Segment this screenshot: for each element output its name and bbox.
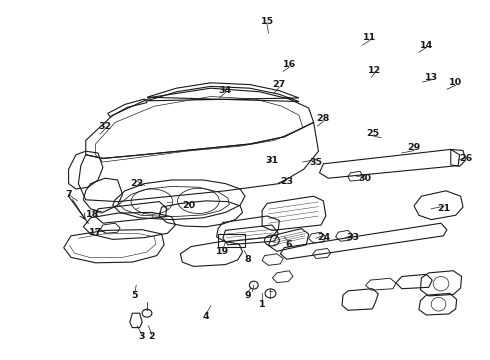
Text: 32: 32 <box>99 122 112 131</box>
Text: 26: 26 <box>459 154 472 163</box>
Text: 20: 20 <box>182 201 195 210</box>
Text: 21: 21 <box>437 204 450 213</box>
Text: 16: 16 <box>282 60 296 69</box>
Text: 7: 7 <box>65 190 72 199</box>
Text: 2: 2 <box>148 332 155 341</box>
Text: 27: 27 <box>272 80 286 89</box>
Text: 28: 28 <box>317 114 330 123</box>
Text: 9: 9 <box>244 291 251 300</box>
Text: 17: 17 <box>89 228 102 237</box>
Text: 35: 35 <box>310 158 322 166</box>
Text: 15: 15 <box>261 17 273 26</box>
Text: 3: 3 <box>139 332 146 341</box>
Text: 30: 30 <box>359 174 371 183</box>
Text: 34: 34 <box>219 86 232 95</box>
Text: 33: 33 <box>346 233 359 242</box>
Text: 14: 14 <box>419 41 433 50</box>
Text: 6: 6 <box>286 240 293 249</box>
Text: 5: 5 <box>131 291 138 300</box>
Text: 11: 11 <box>363 33 377 42</box>
Text: 24: 24 <box>317 233 330 242</box>
Text: 10: 10 <box>449 78 462 87</box>
Text: 23: 23 <box>280 177 293 186</box>
Text: 4: 4 <box>202 312 209 321</box>
Bar <box>218 234 245 247</box>
Text: 25: 25 <box>366 129 379 138</box>
Text: 22: 22 <box>130 179 144 188</box>
Text: 29: 29 <box>407 143 421 152</box>
Text: 18: 18 <box>86 210 100 219</box>
Text: 19: 19 <box>216 248 230 256</box>
Text: 31: 31 <box>266 156 278 165</box>
Text: 1: 1 <box>259 300 266 309</box>
Text: 8: 8 <box>244 255 251 264</box>
Text: 13: 13 <box>425 73 438 82</box>
Text: 12: 12 <box>368 66 382 75</box>
